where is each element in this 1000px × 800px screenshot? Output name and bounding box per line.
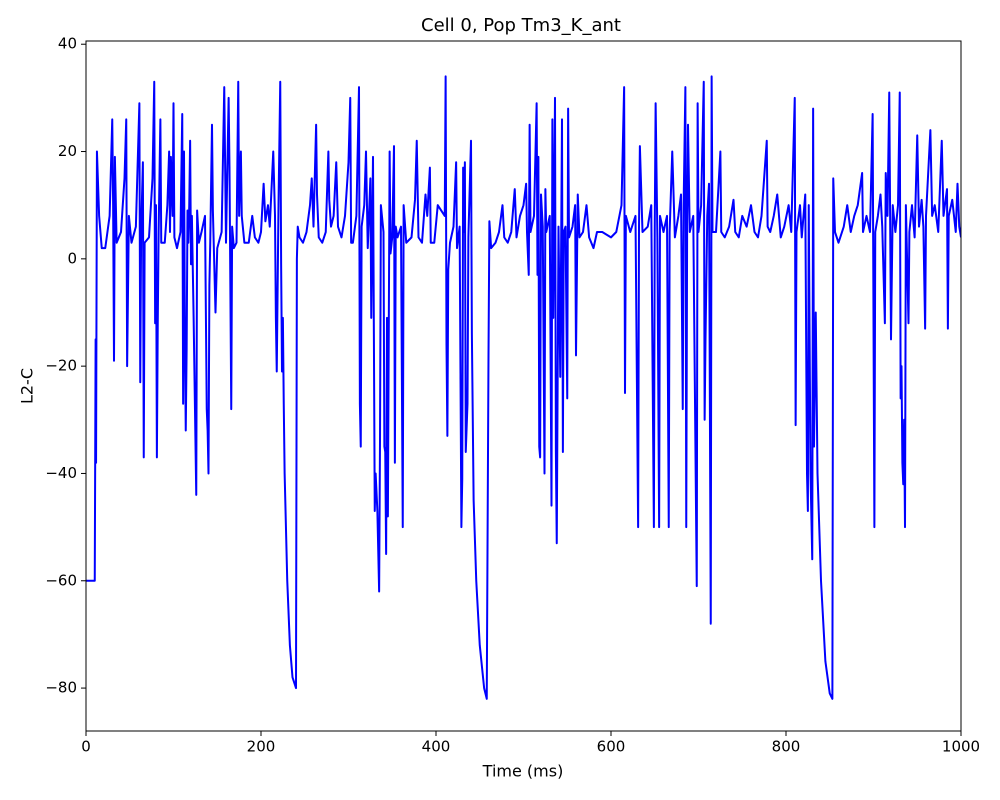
x-axis-label: Time (ms) [482,762,564,781]
chart-title: Cell 0, Pop Tm3_K_ant [421,15,621,36]
y-tick-label: 0 [67,249,77,267]
x-tick-label: 200 [247,738,276,756]
x-tick-label: 600 [597,738,626,756]
y-axis-label: L2-C [18,368,37,404]
data-line [86,75,961,700]
y-tick-label: 20 [58,142,77,160]
y-tick-label: −20 [45,357,77,375]
x-tick-label: 400 [422,738,451,756]
x-tick-label: 1000 [942,738,980,756]
y-tick-label: −60 [45,571,77,589]
y-tick-label: −80 [45,679,77,697]
y-tick-label: −40 [45,464,77,482]
plot-frame [85,40,962,732]
x-tick-label: 800 [772,738,801,756]
x-tick-label: 0 [81,738,91,756]
y-tick-label: 40 [58,35,77,53]
